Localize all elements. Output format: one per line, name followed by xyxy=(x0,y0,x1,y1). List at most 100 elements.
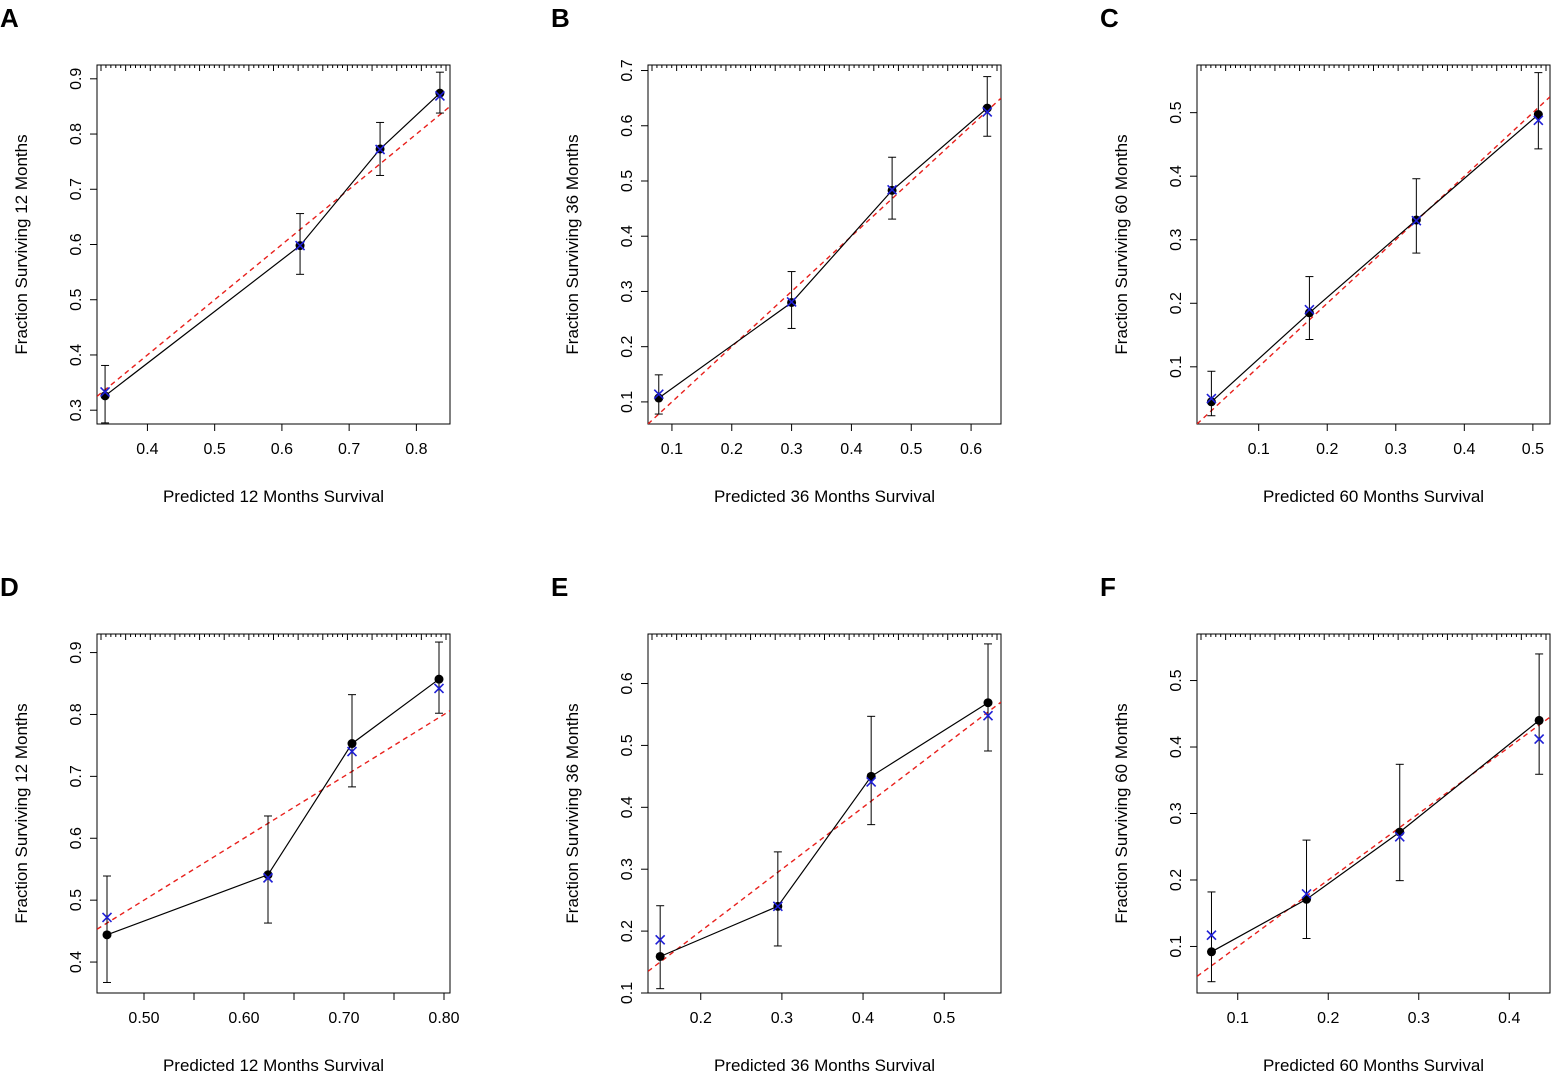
y-tick-label: 0.7 xyxy=(68,178,85,200)
plot-frame xyxy=(96,633,451,994)
y-tick-label: 0.5 xyxy=(68,289,85,311)
x-tick-label: 0.1 xyxy=(1248,441,1270,458)
corrected-cross-b xyxy=(1301,888,1312,900)
corrected-point xyxy=(655,934,666,945)
x-tick-label: 0.80 xyxy=(428,1010,459,1027)
observed-line xyxy=(1210,114,1539,403)
panel-label: A xyxy=(0,3,19,33)
y-tick-label: 0.8 xyxy=(68,703,85,725)
y-axis-label: Fraction Surviving 60 Months xyxy=(1112,703,1131,923)
x-tick-label: 0.3 xyxy=(1385,441,1407,458)
x-tick-label: 0.1 xyxy=(1227,1010,1249,1027)
x-tick-label: 0.2 xyxy=(1317,1010,1339,1027)
corrected-point xyxy=(786,296,797,308)
corrected-cross-b xyxy=(433,683,445,694)
y-tick-label: 0.1 xyxy=(1168,935,1185,957)
y-tick-label: 0.8 xyxy=(68,123,85,145)
corrected-point xyxy=(1394,831,1405,842)
corrected-cross-b xyxy=(375,144,386,155)
plot-frame xyxy=(96,64,451,425)
y-tick-label: 0.3 xyxy=(68,399,85,421)
panel-label: B xyxy=(551,3,570,33)
y-tick-label: 0.5 xyxy=(619,734,636,756)
corrected-point xyxy=(887,184,898,195)
y-tick-label: 0.2 xyxy=(619,920,636,942)
y-tick-label: 0.6 xyxy=(619,672,636,694)
corrected-point xyxy=(653,389,664,400)
observed-line xyxy=(658,107,988,399)
y-tick-label: 0.9 xyxy=(68,641,85,663)
error-bar xyxy=(1207,370,1216,417)
top-rug xyxy=(100,634,447,640)
corrected-point xyxy=(1411,215,1422,226)
error-bar xyxy=(1535,653,1544,775)
y-tick-label: 0.1 xyxy=(1168,356,1185,378)
x-tick-label: 0.7 xyxy=(338,441,360,458)
corrected-cross-b xyxy=(1394,831,1405,842)
ideal-reference-line xyxy=(1197,96,1550,424)
observed-point xyxy=(1533,110,1543,120)
x-tick-label: 0.70 xyxy=(328,1010,359,1027)
plot-area xyxy=(97,641,450,983)
corrected-cross-b xyxy=(101,912,113,923)
y-tick-label: 0.5 xyxy=(68,889,85,911)
corrected-cross-b xyxy=(982,106,993,118)
corrected-point xyxy=(101,912,113,923)
x-tick-label: 0.2 xyxy=(1316,441,1338,458)
observed-point xyxy=(263,870,273,880)
observed-point xyxy=(655,951,665,961)
observed-line xyxy=(659,702,989,958)
error-bar xyxy=(1207,891,1216,983)
y-axis-label: Fraction Surviving 12 Months xyxy=(12,134,31,354)
observed-point xyxy=(1304,308,1314,318)
corrected-cross-b xyxy=(1206,393,1217,404)
x-axis-label: Predicted 12 Months Survival xyxy=(163,487,384,506)
panel-label: F xyxy=(1100,572,1116,602)
corrected-point xyxy=(375,144,386,155)
top-rug xyxy=(651,634,998,640)
corrected-cross-b xyxy=(1534,733,1545,745)
observed-point xyxy=(435,88,445,98)
corrected-cross-b xyxy=(1533,115,1544,126)
corrected-point xyxy=(866,776,877,787)
corrected-cross-b xyxy=(294,240,306,251)
corrected-point xyxy=(772,901,783,912)
panel-b: B 0.1 0.2 0.3 0.4 0.5 0.6 0.1 0.2 0.3 0.4 0.5 0.6 0.7… xyxy=(551,3,1002,506)
observed-point xyxy=(1206,947,1216,957)
corrected-cross-b xyxy=(100,386,111,398)
corrected-cross-b xyxy=(866,776,877,787)
plot-area xyxy=(648,76,1001,424)
observed-line xyxy=(1211,719,1540,953)
ideal-reference-line xyxy=(97,105,450,397)
y-axis-label: Fraction Surviving 60 Months xyxy=(1112,134,1131,354)
x-tick-label: 0.5 xyxy=(933,1010,955,1027)
y-tick-label: 0.4 xyxy=(68,951,85,973)
x-axis-label: Predicted 36 Months Survival xyxy=(714,1056,935,1072)
x-axis-label: Predicted 12 Months Survival xyxy=(163,1056,384,1072)
x-tick-label: 0.50 xyxy=(128,1010,159,1027)
panel-label: E xyxy=(551,572,568,602)
ideal-reference-line xyxy=(648,97,1001,424)
x-tick-label: 0.5 xyxy=(900,441,922,458)
corrected-point xyxy=(1206,393,1217,404)
x-tick-label: 0.8 xyxy=(405,441,427,458)
y-tick-label: 0.5 xyxy=(1168,669,1185,691)
observed-point xyxy=(1206,397,1216,407)
x-tick-label: 0.5 xyxy=(204,441,226,458)
plot-frame xyxy=(1196,64,1551,425)
y-tick-label: 0.4 xyxy=(619,796,636,818)
observed-point xyxy=(1534,715,1544,725)
error-bar xyxy=(656,905,665,990)
panel-d: D 0.50 0.60 0.70 0.80 0.4 0.5 0.6 0.7 0.8 0.9 Predi… xyxy=(0,572,460,1072)
corrected-point xyxy=(294,240,306,251)
x-tick-label: 0.3 xyxy=(771,1010,793,1027)
corrected-cross-b xyxy=(1411,215,1422,226)
top-rug xyxy=(1200,65,1547,71)
y-tick-label: 0.3 xyxy=(1168,229,1185,251)
y-tick-label: 0.7 xyxy=(68,765,85,787)
observed-point xyxy=(347,739,357,749)
plot-area xyxy=(1197,72,1550,424)
corrected-point xyxy=(346,746,358,757)
x-tick-label: 0.3 xyxy=(1408,1010,1430,1027)
